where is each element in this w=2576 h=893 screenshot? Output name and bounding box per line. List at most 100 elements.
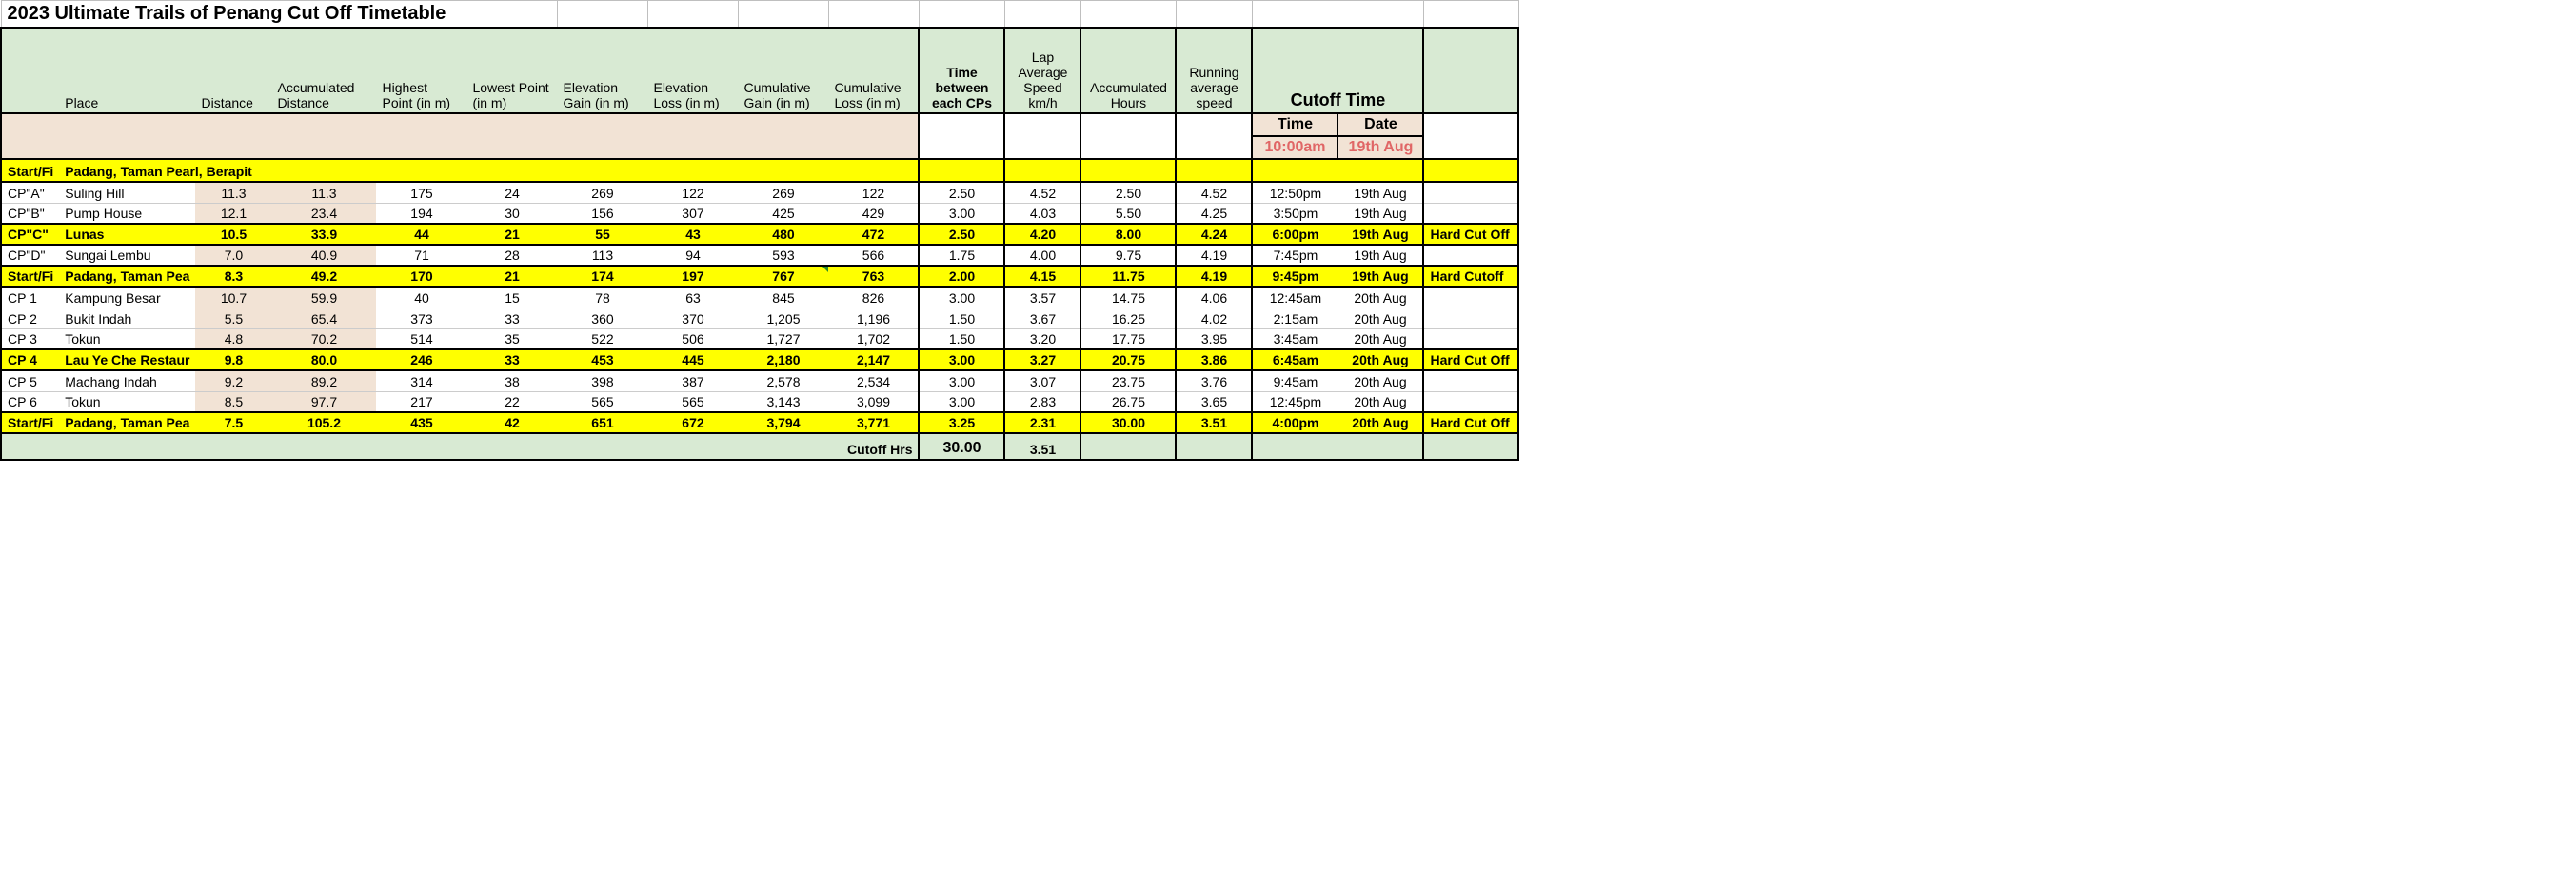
cell-ct: 9:45pm xyxy=(1252,266,1338,287)
cell-ad: 89.2 xyxy=(271,370,376,391)
cell-ct: 6:45am xyxy=(1252,349,1338,370)
cell-lo: 22 xyxy=(466,391,557,412)
cell-eg: 174 xyxy=(557,266,647,287)
cell-tb: 3.00 xyxy=(919,287,1004,308)
cell-cd: 19th Aug xyxy=(1338,245,1423,266)
cell-el: 43 xyxy=(647,224,738,245)
cell-eg: 522 xyxy=(557,328,647,349)
table-row: CP 6Tokun8.597.7217225655653,1433,0993.0… xyxy=(1,391,1518,412)
cell-note: Hard Cut Off xyxy=(1423,224,1518,245)
table-row: CP 4Lau Ye Che Restaur9.880.024633453445… xyxy=(1,349,1518,370)
cell-ad: 80.0 xyxy=(271,349,376,370)
cell-hi: 514 xyxy=(376,328,466,349)
cell-cd: 20th Aug xyxy=(1338,287,1423,308)
cell-ra: 4.52 xyxy=(1176,182,1252,203)
cell-code: CP"C" xyxy=(1,224,59,245)
cell-code: CP 4 xyxy=(1,349,59,370)
table-row: Start/FiPadang, Taman Pea7.5105.24354265… xyxy=(1,412,1518,433)
cell-tb: 2.00 xyxy=(919,266,1004,287)
cell-eg: 453 xyxy=(557,349,647,370)
header-row: Place Distance Accumulated Distance High… xyxy=(1,28,1518,113)
start-finish-row: Start/Fi Padang, Taman Pearl, Berapit xyxy=(1,159,1518,182)
cell-ad: 40.9 xyxy=(271,245,376,266)
cell-hi: 71 xyxy=(376,245,466,266)
cell-place: Sungai Lembu xyxy=(59,245,195,266)
cell-code: CP 2 xyxy=(1,308,59,328)
cell-d: 12.1 xyxy=(195,203,271,224)
cell-cd: 20th Aug xyxy=(1338,349,1423,370)
cell-hi: 44 xyxy=(376,224,466,245)
cell-cg: 2,578 xyxy=(738,370,828,391)
cell-ls: 2.83 xyxy=(1004,391,1080,412)
cell-cl: 2,147 xyxy=(828,349,919,370)
hdr-place: Place xyxy=(59,28,195,113)
cell-place: Lau Ye Che Restaur xyxy=(59,349,195,370)
cell-place: Lunas xyxy=(59,224,195,245)
cell-cd: 20th Aug xyxy=(1338,308,1423,328)
cell-ad: 11.3 xyxy=(271,182,376,203)
hdr-lapspd: Lap Average Speed km/h xyxy=(1004,28,1080,113)
table-row: CP 3Tokun4.870.2514355225061,7271,7021.5… xyxy=(1,328,1518,349)
cell-cd: 19th Aug xyxy=(1338,266,1423,287)
cell-el: 370 xyxy=(647,308,738,328)
cell-note xyxy=(1423,391,1518,412)
cell-ct: 7:45pm xyxy=(1252,245,1338,266)
cell-cg: 269 xyxy=(738,182,828,203)
title-row: 2023 Ultimate Trails of Penang Cut Off T… xyxy=(1,1,1518,29)
cell-hi: 435 xyxy=(376,412,466,433)
cell-ls: 3.57 xyxy=(1004,287,1080,308)
cell-cl: 1,196 xyxy=(828,308,919,328)
cell-eg: 398 xyxy=(557,370,647,391)
cell-ct: 3:45am xyxy=(1252,328,1338,349)
cell-ad: 49.2 xyxy=(271,266,376,287)
cell-code: CP 6 xyxy=(1,391,59,412)
hdr-eloss: Elevation Loss (in m) xyxy=(647,28,738,113)
cell-tb: 2.50 xyxy=(919,224,1004,245)
hdr-lowest: Lowest Point (in m) xyxy=(466,28,557,113)
cell-ct: 3:50pm xyxy=(1252,203,1338,224)
cell-place: Machang Indah xyxy=(59,370,195,391)
cell-ra: 4.24 xyxy=(1176,224,1252,245)
cell-tb: 1.50 xyxy=(919,308,1004,328)
cell-ad: 23.4 xyxy=(271,203,376,224)
cell-ls: 4.20 xyxy=(1004,224,1080,245)
hdr-tbetween: Time between each CPs xyxy=(919,28,1004,113)
cell-ra: 4.06 xyxy=(1176,287,1252,308)
cell-lo: 15 xyxy=(466,287,557,308)
cell-d: 7.5 xyxy=(195,412,271,433)
hdr-distance: Distance xyxy=(195,28,271,113)
footer-label: Cutoff Hrs xyxy=(828,433,919,460)
cell-place: Padang, Taman Pea xyxy=(59,412,195,433)
cell-d: 10.7 xyxy=(195,287,271,308)
cell-note xyxy=(1423,245,1518,266)
table-row: CP"D"Sungai Lembu7.040.97128113945935661… xyxy=(1,245,1518,266)
footer-row: Cutoff Hrs 30.00 3.51 xyxy=(1,433,1518,460)
cell-lo: 33 xyxy=(466,308,557,328)
cell-el: 445 xyxy=(647,349,738,370)
cell-cl: 2,534 xyxy=(828,370,919,391)
cell-code: CP 3 xyxy=(1,328,59,349)
cell-ad: 105.2 xyxy=(271,412,376,433)
cell-ah: 2.50 xyxy=(1080,182,1176,203)
cell-cd: 19th Aug xyxy=(1338,203,1423,224)
cell-d: 11.3 xyxy=(195,182,271,203)
cell-el: 506 xyxy=(647,328,738,349)
cell-eg: 651 xyxy=(557,412,647,433)
cell-hi: 314 xyxy=(376,370,466,391)
table-row: CP 1Kampung Besar10.759.9401578638458263… xyxy=(1,287,1518,308)
cell-code: CP 5 xyxy=(1,370,59,391)
cell-cd: 20th Aug xyxy=(1338,328,1423,349)
hdr-acchrs: Accumulated Hours xyxy=(1080,28,1176,113)
cell-d: 9.2 xyxy=(195,370,271,391)
hdr-cutoff: Cutoff Time xyxy=(1252,28,1423,113)
cell-ls: 3.20 xyxy=(1004,328,1080,349)
cell-place: Tokun xyxy=(59,328,195,349)
start-place: Padang, Taman Pearl, Berapit xyxy=(59,159,919,182)
cell-ra: 3.76 xyxy=(1176,370,1252,391)
cell-cl: 472 xyxy=(828,224,919,245)
cell-eg: 78 xyxy=(557,287,647,308)
cell-cd: 19th Aug xyxy=(1338,182,1423,203)
cell-cd: 19th Aug xyxy=(1338,224,1423,245)
cell-lo: 33 xyxy=(466,349,557,370)
cell-ls: 4.52 xyxy=(1004,182,1080,203)
